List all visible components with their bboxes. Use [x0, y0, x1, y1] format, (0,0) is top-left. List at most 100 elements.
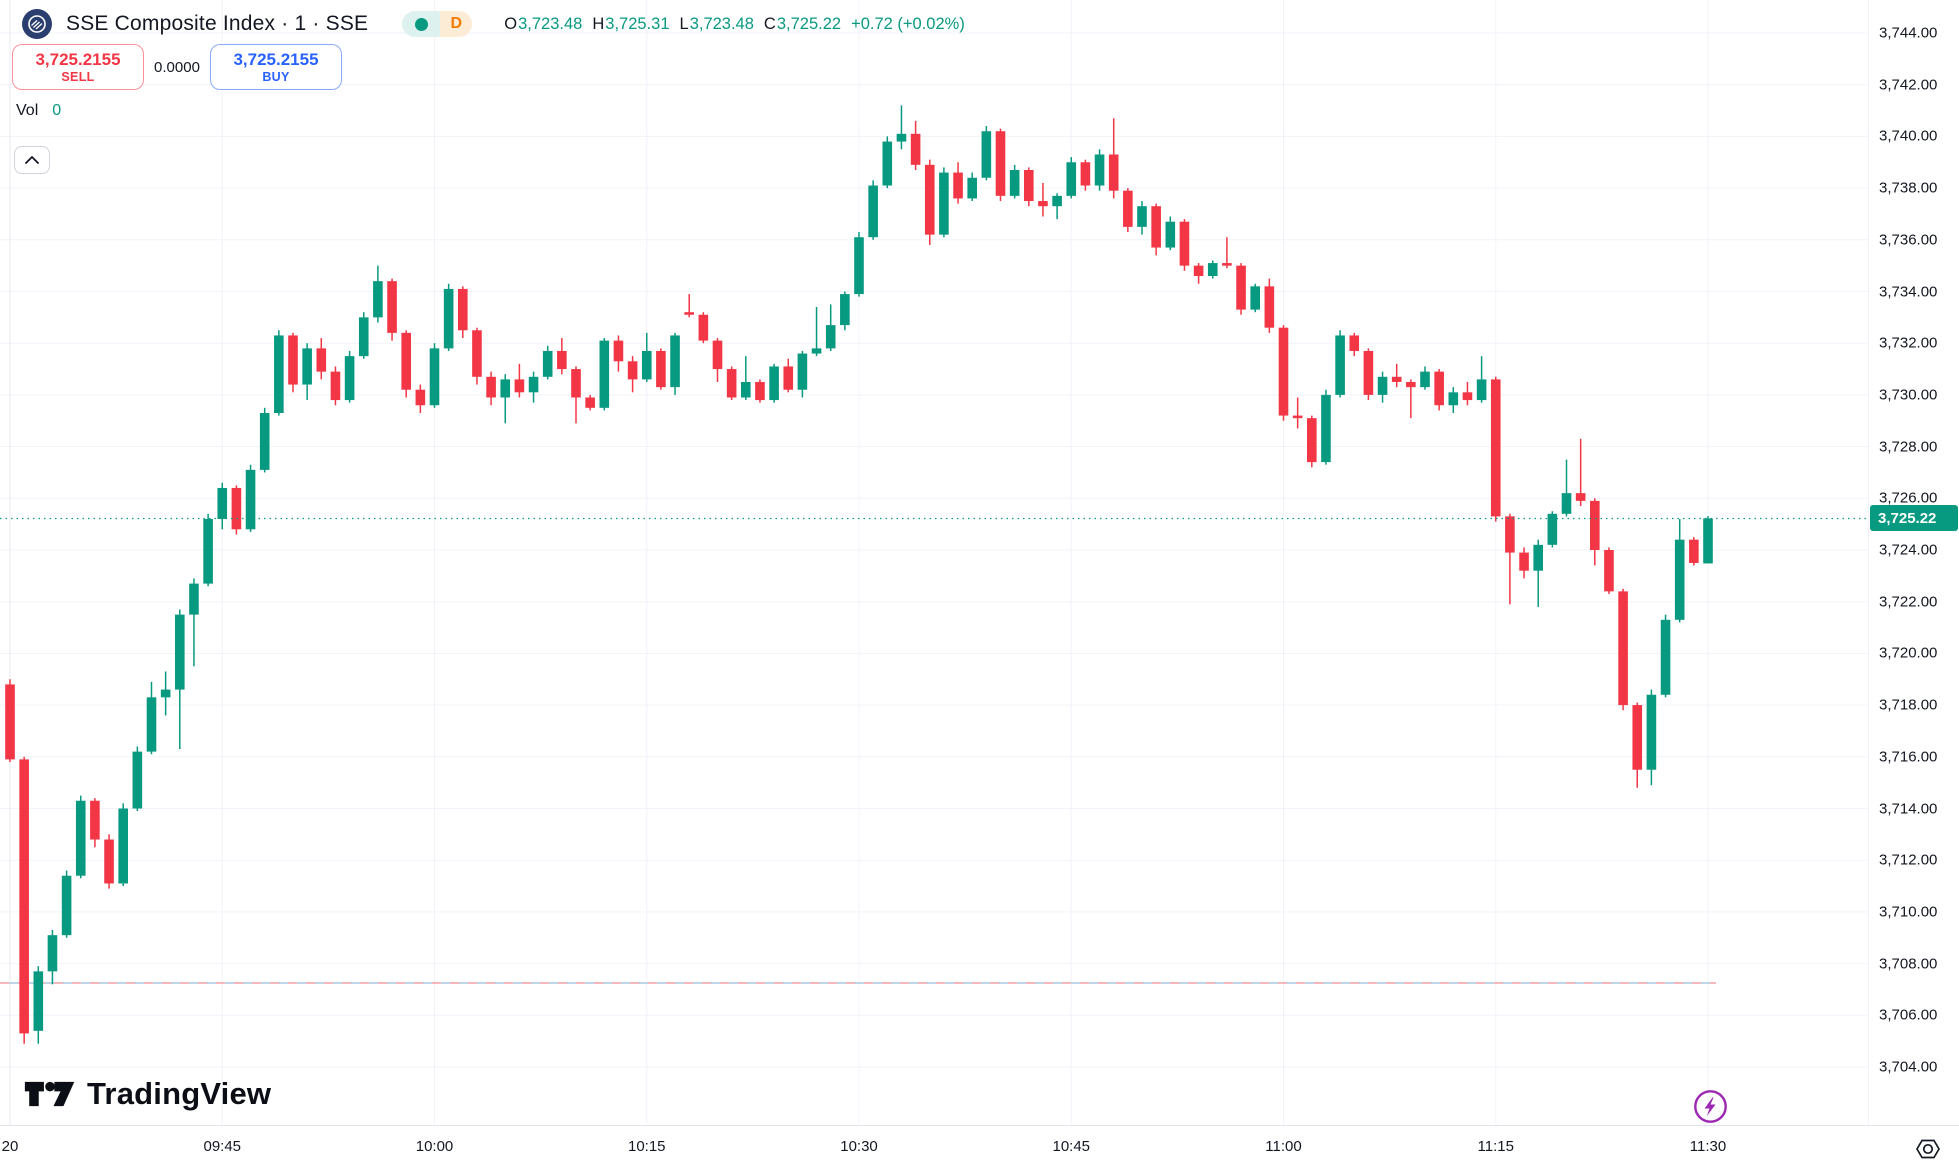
price-axis-label: 3,714.00	[1879, 800, 1938, 817]
price-axis-label: 3,730.00	[1879, 386, 1938, 404]
candle-body	[854, 237, 864, 295]
symbol-title[interactable]: SSE Composite Index · 1 · SSE	[66, 12, 369, 35]
time-axis-label: 11:15	[1477, 1138, 1514, 1155]
candle-body	[726, 369, 737, 398]
price-axis-label: 3,724.00	[1879, 541, 1938, 559]
candle-body	[358, 317, 369, 357]
spread-value: 0.0000	[154, 58, 200, 76]
price-axis-label: 3,736.00	[1879, 231, 1938, 249]
instant-trading-button[interactable]	[1692, 1088, 1729, 1125]
open-value: 3,723.48	[518, 14, 583, 33]
candle-body	[429, 348, 440, 406]
candle-body	[1420, 371, 1430, 388]
close-label: C	[763, 14, 776, 33]
candle-body	[1674, 539, 1685, 620]
candle-body	[1505, 516, 1515, 553]
last-price-badge: 3,725.22	[1870, 505, 1958, 532]
candle-body	[698, 314, 709, 341]
price-axis-label: 3,728.00	[1879, 438, 1938, 456]
candle-body	[1278, 327, 1289, 416]
candle-body	[953, 172, 963, 199]
candle-body	[1561, 493, 1572, 514]
time-axis-label: 11:00	[1265, 1138, 1302, 1155]
price-axis-label: 3,706.00	[1879, 1006, 1938, 1024]
candle-body	[1434, 371, 1444, 406]
sell-button[interactable]: 3,725.2155 SELL	[12, 44, 144, 90]
price-axis-label: 3,720.00	[1879, 644, 1938, 662]
price-axis-label: 3,734.00	[1879, 283, 1938, 300]
price-axis-label: 3,708.00	[1879, 955, 1938, 973]
candle-body	[330, 371, 341, 401]
axis-settings-button[interactable]	[1913, 1134, 1943, 1164]
candle-body	[1108, 154, 1119, 191]
candle-body	[1250, 286, 1260, 310]
candle-body	[1689, 539, 1699, 563]
candle-body	[1490, 379, 1501, 517]
candle-body	[528, 376, 539, 393]
price-axis-label: 3,718.00	[1879, 696, 1938, 714]
candlestick-chart[interactable]	[0, 0, 1868, 1125]
high-value: 3,725.31	[605, 14, 670, 33]
time-axis-label: 09:45	[203, 1138, 242, 1155]
candle-body	[33, 971, 44, 1031]
time-axis-label: 10:00	[415, 1138, 454, 1155]
candle-body	[415, 389, 426, 406]
candle-body	[1264, 286, 1275, 328]
price-axis[interactable]: 3,744.00 3,742.00 3,740.00 3,738.00 3,736.00…	[1868, 0, 1959, 1125]
candle-body	[882, 141, 893, 186]
candle-body	[1292, 415, 1303, 419]
candle-body	[486, 376, 496, 398]
price-axis-label: 3,738.00	[1879, 179, 1938, 197]
low-value: 3,723.48	[689, 14, 754, 33]
time-axis[interactable]: 20 09:45 10:00 10:15 10:30 10:45 11:00 11:15 11:…	[0, 1125, 1959, 1170]
sell-price: 3,725.2155	[35, 50, 121, 70]
candle-body	[1222, 263, 1232, 266]
candle-body	[1703, 518, 1713, 564]
candle-body	[627, 361, 638, 380]
candle-body	[1094, 154, 1105, 186]
buy-button[interactable]: 3,725.2155 BUY	[210, 44, 342, 90]
candle-body	[995, 131, 1006, 196]
candle-body	[47, 935, 58, 972]
candle-body	[571, 369, 581, 398]
candle-body	[1207, 263, 1218, 276]
collapse-legend-button[interactable]	[14, 146, 50, 174]
candle-body	[1462, 392, 1473, 401]
candle-body	[981, 131, 992, 178]
candle-body	[1646, 694, 1657, 770]
candle-body	[1632, 705, 1643, 770]
candle-body	[1618, 591, 1628, 706]
candle-body	[825, 325, 836, 349]
settings-hexagon-icon	[1916, 1139, 1940, 1159]
candle-body	[231, 487, 242, 530]
price-axis-label: 3,726.00	[1879, 489, 1938, 507]
candle-body	[245, 469, 256, 530]
candle-body	[1590, 500, 1600, 550]
candle-body	[1575, 493, 1586, 501]
candle-body	[896, 133, 907, 142]
candle-body	[1193, 265, 1204, 276]
price-axis-label: 3,710.00	[1879, 903, 1938, 921]
candle-body	[132, 751, 143, 809]
interval-badge[interactable]: D	[402, 11, 473, 37]
price-axis-label: 3,732.00	[1879, 334, 1938, 352]
candle-body	[514, 379, 525, 393]
candle-body	[840, 294, 850, 326]
buy-label: BUY	[262, 69, 290, 84]
candle-body	[910, 133, 921, 165]
candle-body	[189, 583, 199, 615]
low-label: L	[679, 14, 689, 33]
candle-body	[259, 412, 270, 470]
candle-body	[1406, 381, 1416, 388]
tradingview-watermark-text: TradingView	[87, 1076, 272, 1111]
candle-body	[104, 839, 114, 884]
candle-body	[939, 172, 949, 235]
candle-body	[1448, 392, 1459, 406]
candle-body	[542, 350, 553, 377]
candle-body	[1151, 206, 1161, 248]
lightning-icon	[1694, 1090, 1727, 1123]
time-axis-label: 10:30	[840, 1138, 878, 1155]
candle-body	[1307, 418, 1317, 463]
tradingview-watermark[interactable]: TradingView	[24, 1076, 271, 1112]
candle-body	[1236, 265, 1246, 310]
